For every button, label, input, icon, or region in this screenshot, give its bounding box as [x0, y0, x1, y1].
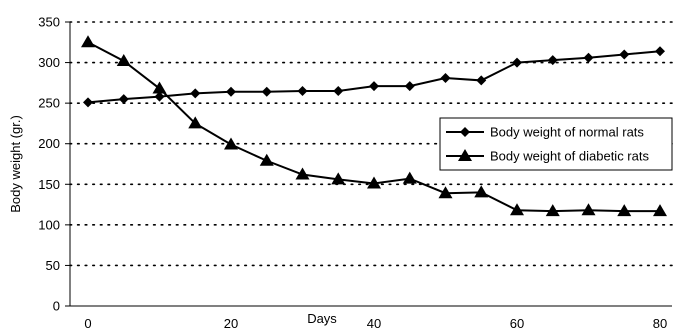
data-point — [474, 185, 489, 198]
data-point — [295, 167, 310, 180]
data-point — [402, 171, 417, 184]
data-point — [154, 91, 165, 102]
data-point — [369, 81, 379, 92]
legend-item: Body weight of normal rats — [446, 125, 644, 140]
series-line — [87, 50, 661, 104]
data-point — [440, 72, 451, 83]
x-tick-label: 20 — [224, 316, 238, 331]
data-point — [116, 53, 131, 66]
x-tick-label: 0 — [84, 316, 91, 331]
data-point — [583, 52, 594, 63]
data-point — [152, 81, 167, 94]
x-tick-labels: 0 20 40 60 80 — [84, 316, 667, 331]
series-diabetic-rats — [81, 35, 667, 217]
x-tick-label: 80 — [653, 316, 667, 331]
data-point — [331, 172, 346, 185]
y-tick-label: 0 — [53, 299, 60, 314]
triangle-marker-icon — [458, 149, 472, 161]
data-point — [547, 55, 558, 66]
data-point — [476, 75, 487, 86]
x-axis-title: Days — [307, 311, 337, 326]
data-point — [81, 35, 95, 48]
y-tick-label: 200 — [38, 136, 60, 151]
data-point — [190, 88, 201, 99]
data-point — [510, 203, 524, 216]
data-point — [617, 204, 632, 217]
data-point — [83, 97, 93, 108]
y-tick-label: 150 — [38, 177, 60, 192]
data-point — [226, 86, 236, 97]
y-tick-label: 50 — [46, 258, 60, 273]
data-point — [224, 137, 238, 150]
data-point — [333, 85, 344, 96]
y-axis-title: Body weight (gr.) — [8, 115, 23, 213]
legend-box — [439, 117, 673, 171]
y-tick-labels: 0 50 100 150 200 250 300 350 — [38, 15, 70, 314]
y-tick-label: 350 — [38, 15, 60, 30]
axes — [69, 22, 672, 307]
x-tick-label: 40 — [367, 316, 381, 331]
data-point — [297, 85, 308, 96]
data-point — [367, 176, 381, 189]
data-point — [259, 153, 274, 166]
data-point — [655, 46, 665, 57]
legend-item: Body weight of diabetic rats — [446, 149, 649, 164]
data-point — [545, 204, 560, 217]
series-group — [81, 35, 667, 217]
data-point — [619, 49, 630, 60]
data-point — [653, 204, 667, 217]
diamond-marker-icon — [460, 127, 470, 137]
series-normal-rats — [83, 46, 665, 108]
data-point — [438, 186, 453, 199]
y-tick-label: 100 — [38, 217, 60, 232]
data-point — [188, 116, 203, 129]
data-point — [404, 81, 415, 92]
legend-label: Body weight of diabetic rats — [490, 149, 649, 164]
y-tick-label: 250 — [38, 96, 60, 111]
x-tick-label: 60 — [510, 316, 524, 331]
data-point — [118, 94, 129, 105]
y-tick-label: 300 — [38, 55, 60, 70]
data-point — [512, 57, 522, 68]
legend: Body weight of normal rats Body weight of… — [439, 117, 673, 171]
legend-label: Body weight of normal rats — [490, 125, 644, 140]
data-point — [261, 86, 272, 97]
data-point — [581, 203, 596, 216]
